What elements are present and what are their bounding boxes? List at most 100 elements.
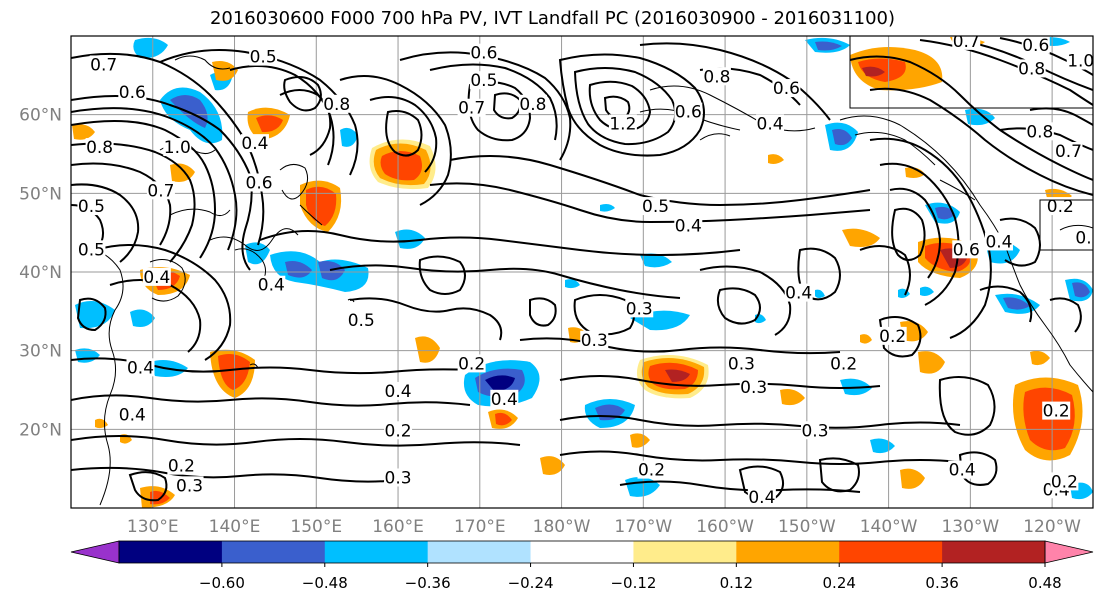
contour-label-background [457, 354, 486, 373]
contour-label: 0.2 [638, 461, 665, 481]
contour-label: 0.8 [323, 95, 350, 115]
contour-label-background [1099, 79, 1105, 97]
longitude-tick-label: 160°W [696, 517, 754, 537]
contour-label: 0.6 [246, 173, 273, 193]
colorbar-segment [736, 541, 840, 563]
contour-label-background [1066, 51, 1093, 70]
colorbar-tick-label: 0.24 [823, 574, 856, 592]
contour-label: 0.5 [78, 197, 105, 217]
contour-label-background [801, 421, 830, 440]
contour-label: 0.5 [78, 240, 105, 260]
contour-label-background [984, 232, 1013, 251]
contour-label-background [457, 98, 486, 117]
contour-label: 0.7 [953, 32, 980, 52]
contour-label-background [384, 468, 413, 487]
contour-label-background [1017, 59, 1046, 78]
colorbar-tick-label: −0.60 [199, 574, 245, 592]
colorbar-outline [118, 540, 1046, 564]
contour-label-background [625, 299, 654, 318]
contour-label: 0.4 [385, 382, 412, 402]
contour-label: 0.7 [458, 99, 485, 119]
latitude-tick-label: 40°N [19, 263, 62, 283]
colorbar-min-extension [70, 540, 120, 564]
longitude-tick-label: 130°W [941, 517, 999, 537]
contour-label: 0.6 [470, 44, 497, 64]
contour-label: 0.3 [385, 468, 412, 488]
longitude-labels: 130°E 140°E 150°E 160°E 170°E 180°W 170°W 160°W… [127, 517, 1081, 537]
contour-label: 0.2 [1047, 197, 1074, 217]
colorbar-max-extension [1044, 540, 1094, 564]
contour-label: 0.8 [86, 138, 113, 158]
negative-anomaly-east-pacific [755, 36, 1093, 500]
contour-label-background [637, 460, 666, 479]
contour-label-background [608, 114, 637, 133]
contour-label-background [77, 197, 106, 216]
longitude-tick-label: 150°W [778, 517, 836, 537]
contour-label-background [384, 421, 413, 440]
contour-label-background [747, 488, 776, 507]
contour-label-background [322, 94, 351, 113]
colorbar-segment [633, 541, 737, 563]
contour-label-background [245, 173, 274, 192]
graticule [71, 36, 1093, 508]
region-boxes [849, 36, 1093, 251]
longitude-tick-label: 140°W [860, 517, 918, 537]
contour-label: 0.8 [1018, 59, 1045, 79]
contour-label: 0.3 [728, 354, 755, 374]
colorbar-segment [324, 541, 429, 563]
contour-label: 0.2 [1075, 229, 1102, 249]
contour-label-background [641, 197, 670, 216]
contour-label: 0.3 [740, 378, 767, 398]
contour-label-background [1042, 401, 1071, 420]
contour-label-background [756, 114, 785, 133]
contour-label-background [739, 378, 768, 396]
colorbar-tick-label: 0.36 [925, 574, 958, 592]
contour-label-background [674, 216, 703, 235]
contour-label: 0.5 [642, 197, 669, 217]
contour-label: 0.4 [748, 488, 775, 508]
contour-label: 0.2 [830, 354, 857, 374]
contour-label-background [167, 456, 196, 475]
contour-label-background [118, 405, 147, 424]
contour-label: 0.4 [985, 232, 1012, 252]
contour-label: 0.8 [519, 95, 546, 115]
contour-label: 0.4 [127, 358, 154, 378]
longitude-tick-label: 170°E [454, 517, 506, 537]
contour-label: 0.2 [879, 327, 906, 347]
contour-label-background [518, 94, 547, 113]
contour-label-background [126, 358, 155, 377]
contour-label: 0.3 [626, 299, 653, 319]
contour-label-background [727, 354, 756, 373]
contour-label-background [1046, 197, 1075, 216]
colorbar-tick-label: 0.12 [720, 574, 753, 592]
latitude-tick-label: 20°N [19, 420, 62, 440]
contour-label: 0.4 [241, 134, 268, 154]
map-plot-area: 0.60.50.60.70.8 1.00.70.50.50.40.60.8 0.70… [71, 32, 1105, 508]
contour-label: 0.2 [1051, 472, 1078, 492]
contour-label: 0.5 [470, 71, 497, 91]
contour-label-background [952, 36, 981, 50]
contour-label-background [118, 83, 147, 101]
contour-label-background [240, 134, 269, 153]
contour-label: 0.4 [675, 217, 702, 237]
contour-label-background [1054, 142, 1083, 160]
longitude-tick-label: 160°E [372, 517, 424, 537]
latitude-tick-label: 50°N [19, 184, 62, 204]
contour-label-background [674, 102, 703, 121]
longitude-tick-label: 140°E [209, 517, 261, 537]
contour-label: 0.7 [90, 55, 117, 75]
colorbar-tick-label: −0.36 [405, 574, 451, 592]
colorbar-tick-label: −0.12 [610, 574, 656, 592]
colorbar-segment [119, 541, 223, 563]
contour-label-background [146, 181, 175, 200]
contour-label-background [384, 381, 413, 400]
latitude-labels: 20°N 30°N 40°N 50°N 60°N [19, 106, 62, 441]
contour-label-background [702, 67, 731, 86]
contour-label-background [784, 283, 813, 302]
contour-label: 0.2 [168, 457, 195, 477]
contour-label-background [89, 55, 118, 74]
longitude-tick-label: 120°W [1023, 517, 1081, 537]
colorbar-segment [221, 541, 326, 563]
positive-anomaly-northwest [72, 61, 290, 182]
